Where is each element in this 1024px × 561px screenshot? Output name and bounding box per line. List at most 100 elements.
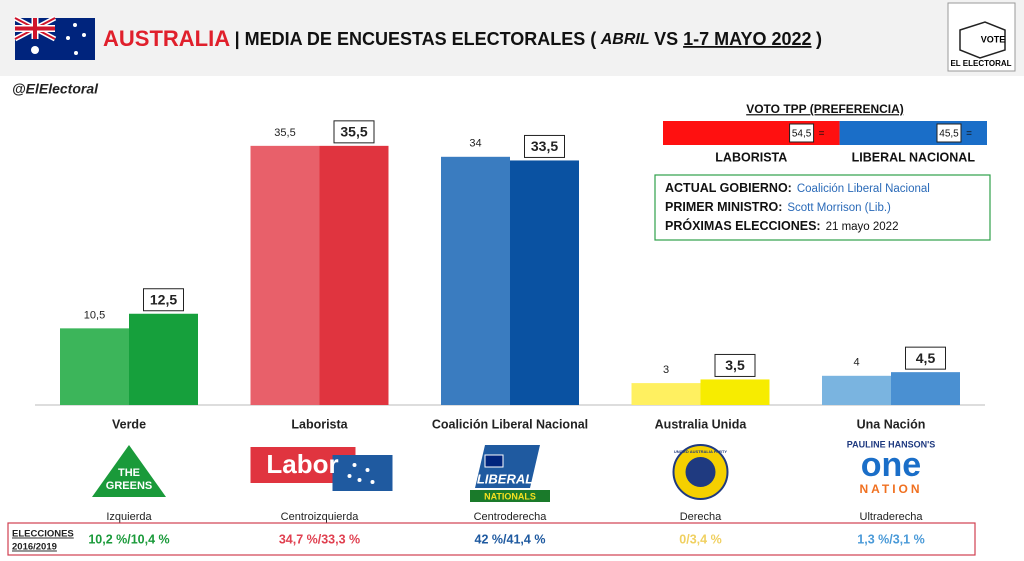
value-label: 3,5 — [725, 357, 745, 373]
category-label: Verde — [112, 417, 146, 431]
tpp-label-box — [936, 123, 962, 143]
title-period: 1-7 MAYO 2022 — [683, 29, 811, 49]
brand-logo: VOTE EL ELECTORAL — [947, 2, 1016, 72]
title-text: ) — [816, 29, 822, 49]
logo-shape — [332, 455, 393, 491]
tpp-title: VOTO TPP (PREFERENCIA) — [746, 102, 904, 116]
category-label: Laborista — [291, 417, 348, 431]
logo-star — [357, 478, 362, 482]
header-band — [0, 0, 1024, 76]
title-period: ABRIL — [600, 31, 650, 48]
value-label-box — [714, 353, 756, 377]
title-country: AUSTRALIA — [103, 26, 230, 51]
bar — [510, 160, 579, 405]
bar — [631, 383, 701, 405]
logo-shape — [470, 490, 550, 502]
elections-label: 2016/2019 — [12, 542, 57, 553]
logo-star — [365, 468, 370, 472]
info-label: PRIMER MINISTRO: — [665, 200, 782, 214]
value-label: 3 — [663, 364, 669, 376]
value-label-box — [333, 120, 375, 144]
logo-text: LIBERAL — [477, 471, 533, 486]
elections-box — [7, 522, 976, 556]
value-label: 4,5 — [916, 350, 936, 366]
tpp-name: LIBERAL NACIONAL — [852, 150, 976, 164]
logo-star — [352, 463, 357, 467]
bar — [250, 145, 320, 405]
logo-text: UNITED AUSTRALIA PARTY — [674, 449, 728, 454]
logo-shape — [685, 457, 716, 487]
logo-star — [347, 474, 352, 478]
chart-title: AUSTRALIA | MEDIA DE ENCUESTAS ELECTORAL… — [103, 26, 822, 51]
logo-star — [370, 480, 375, 484]
info-value: 21 mayo 2022 — [826, 221, 899, 233]
value-label-box — [143, 288, 184, 312]
logo-flag — [484, 454, 504, 468]
value-label-box — [905, 346, 946, 370]
info-row: ACTUAL GOBIERNO: Coalición Liberal Nacion… — [665, 181, 930, 195]
bar — [891, 372, 960, 405]
value-label-box — [524, 134, 565, 158]
value-label: 10,5 — [84, 309, 105, 321]
bar — [441, 156, 510, 405]
election-result: 42 %/41,4 % — [475, 532, 546, 546]
party-logo: LIBERAL NATIONALS — [470, 445, 550, 502]
ideology-label: Centroizquierda — [281, 511, 360, 523]
value-label: 4 — [853, 357, 859, 369]
bar — [700, 379, 770, 405]
info-row: PRIMER MINISTRO: Scott Morrison (Lib.) — [665, 200, 891, 214]
party-logo: UNITED AUSTRALIA PARTY — [672, 444, 729, 500]
tpp-segment — [839, 121, 987, 145]
ideology-label: Izquierda — [106, 511, 152, 523]
logo-text: one — [861, 446, 921, 484]
info-label: PRÓXIMAS ELECCIONES: — [665, 218, 821, 233]
bar — [60, 328, 129, 405]
value-label: 33,5 — [531, 138, 558, 154]
logo-text: PAULINE HANSON'S — [847, 439, 935, 449]
flag — [13, 15, 95, 60]
tpp-separator: = — [819, 129, 825, 140]
info-row: PRÓXIMAS ELECCIONES: 21 mayo 2022 — [665, 218, 898, 233]
ideology-label: Derecha — [680, 511, 722, 523]
election-result: 34,7 %/33,3 % — [279, 532, 360, 546]
bar — [822, 375, 891, 405]
elections-label: ELECCIONES — [12, 529, 74, 540]
logo-text: NATION — [859, 482, 922, 496]
source: @ElElectoral — [12, 81, 99, 97]
election-result: 0/3,4 % — [679, 532, 721, 546]
tpp-label-box — [789, 123, 815, 143]
logo-text: Labor — [266, 449, 338, 479]
tpp-value: 54,5 — [792, 129, 812, 140]
bar — [319, 145, 389, 405]
ideology-label: Centroderecha — [474, 511, 548, 523]
info-value: Coalición Liberal Nacional — [797, 183, 930, 195]
value-label: 34 — [469, 138, 481, 150]
election-result: 1,3 %/3,1 % — [857, 532, 924, 546]
logo-text: NATIONALS — [484, 491, 536, 501]
category-label: Coalición Liberal Nacional — [432, 417, 588, 431]
logo-shape — [92, 445, 166, 497]
bar — [129, 313, 198, 405]
logo-text: GREENS — [106, 480, 152, 492]
party-logo: Labor — [250, 447, 393, 491]
info-value: Scott Morrison (Lib.) — [787, 202, 891, 214]
category-label: Australia Unida — [655, 417, 748, 431]
info-label: ACTUAL GOBIERNO: — [665, 181, 792, 195]
info-box — [654, 174, 991, 241]
tpp-name: LABORISTA — [715, 150, 787, 164]
value-label: 35,5 — [274, 127, 295, 139]
brand-name: EL ELECTORAL — [950, 59, 1011, 68]
value-label: 12,5 — [150, 291, 177, 307]
tpp-value: 45,5 — [939, 129, 959, 140]
brand-vote: VOTE — [981, 34, 1006, 44]
logo-text: THE — [118, 467, 140, 479]
ideology-label: Ultraderecha — [860, 511, 924, 523]
title-text: VS — [654, 29, 683, 49]
title-text: | MEDIA DE ENCUESTAS ELECTORALES ( — [235, 29, 597, 49]
category-label: Una Nación — [857, 417, 926, 431]
tpp-separator: = — [966, 129, 972, 140]
value-label: 35,5 — [340, 124, 367, 140]
